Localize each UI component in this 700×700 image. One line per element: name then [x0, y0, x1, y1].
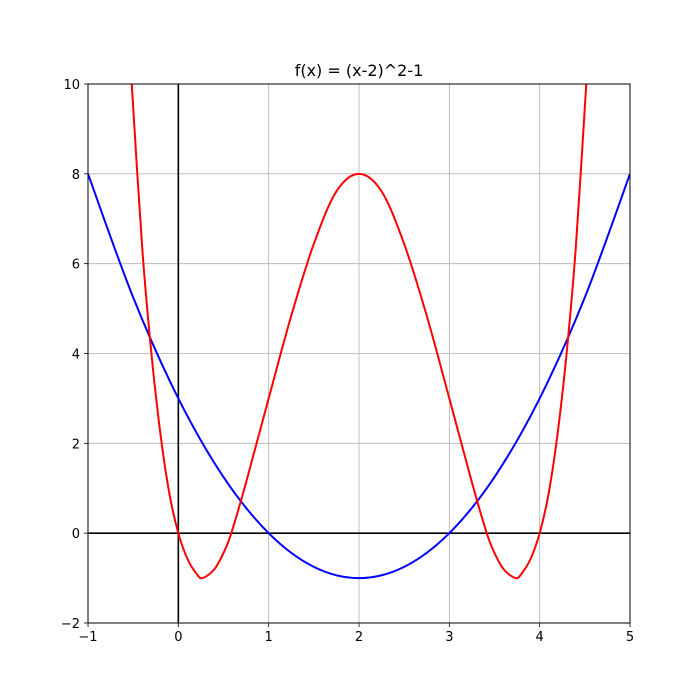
y-tick-label: 6 [72, 258, 80, 273]
y-tick-label: 0 [72, 527, 80, 542]
x-tick-label: 5 [626, 630, 634, 645]
x-tick-label: 3 [445, 630, 453, 645]
chart-title: f(x) = (x-2)^2-1 [295, 61, 424, 80]
x-tick-label: 2 [355, 630, 363, 645]
series-line-2 [130, 84, 588, 580]
y-tick-label: 2 [72, 437, 80, 452]
series-lines [88, 84, 630, 580]
x-tick-label: 1 [265, 630, 273, 645]
y-tick-label: 8 [72, 168, 80, 183]
x-tick-label: 4 [536, 630, 544, 645]
y-tick-label: 4 [72, 348, 80, 363]
x-tick-label: 0 [174, 630, 182, 645]
ticks: −1 0 1 2 3 4 5 −2 0 2 4 6 8 10 [61, 78, 634, 645]
y-tick-label: 10 [63, 78, 80, 93]
y-tick-label: −2 [61, 617, 80, 632]
series-line-1 [88, 173, 630, 580]
x-tick-label: −1 [78, 630, 97, 645]
